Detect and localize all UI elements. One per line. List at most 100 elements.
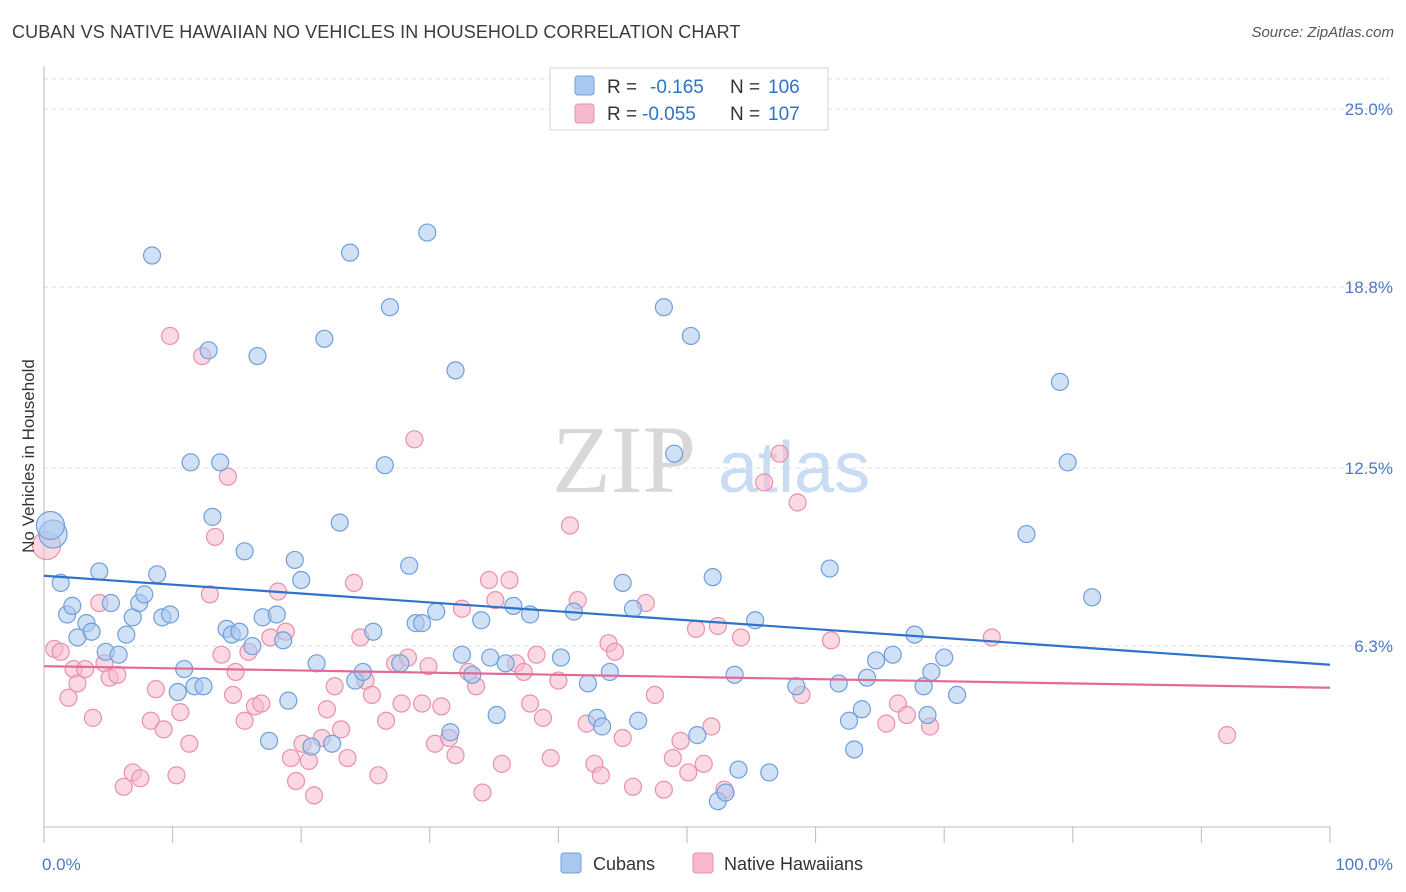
data-point-cuban bbox=[340, 243, 360, 262]
data-point-native-hawaiian bbox=[623, 777, 643, 796]
data-point-cuban bbox=[148, 565, 167, 584]
data-point-native-hawaiian bbox=[369, 766, 388, 785]
data-point-native-hawaiian bbox=[613, 728, 632, 748]
data-point-cuban bbox=[279, 691, 298, 710]
data-point-native-hawaiian bbox=[679, 763, 698, 782]
data-point-cuban bbox=[504, 596, 523, 615]
data-point-cuban bbox=[760, 763, 779, 782]
data-point-cuban bbox=[412, 614, 432, 633]
data-point-native-hawaiian bbox=[770, 444, 789, 463]
data-point-native-hawaiian bbox=[362, 685, 382, 705]
data-point-native-hawaiian bbox=[560, 516, 580, 535]
bottom-legend-swatch-cubans bbox=[560, 852, 582, 874]
data-point-native-hawaiian bbox=[281, 748, 301, 768]
data-point-cuban bbox=[551, 648, 571, 667]
data-point-native-hawaiian bbox=[788, 493, 807, 512]
data-point-native-hawaiian bbox=[392, 694, 411, 713]
data-point-native-hawaiian bbox=[212, 645, 231, 664]
data-point-native-hawaiian bbox=[821, 631, 841, 650]
data-point-native-hawaiian bbox=[154, 720, 173, 739]
data-point-cuban bbox=[199, 341, 218, 360]
gridlines bbox=[44, 78, 1390, 647]
data-point-cuban bbox=[613, 573, 632, 593]
data-point-cuban bbox=[243, 636, 262, 656]
data-point-native-hawaiian bbox=[702, 717, 721, 736]
axes bbox=[43, 66, 1331, 843]
data-point-cuban bbox=[63, 596, 82, 615]
data-point-cuban bbox=[446, 361, 465, 380]
data-point-native-hawaiian bbox=[731, 628, 751, 647]
data-point-cuban bbox=[947, 685, 967, 705]
data-point-native-hawaiian bbox=[286, 771, 306, 791]
data-point-cuban bbox=[427, 602, 446, 621]
data-point-native-hawaiian bbox=[325, 677, 344, 696]
data-point-cuban bbox=[181, 453, 200, 472]
data-point-native-hawaiian bbox=[654, 780, 673, 799]
data-point-cuban bbox=[481, 648, 500, 667]
data-point-native-hawaiian bbox=[146, 680, 165, 699]
bottom-legend-swatch-hawaiians bbox=[692, 852, 714, 874]
data-point-cuban bbox=[578, 674, 598, 693]
data-point-cuban bbox=[109, 645, 128, 664]
data-point-cuban bbox=[203, 507, 222, 526]
data-point-cuban bbox=[1050, 372, 1070, 391]
data-point-cuban bbox=[654, 298, 673, 317]
data-point-cuban bbox=[829, 674, 848, 693]
data-point-native-hawaiian bbox=[338, 748, 357, 768]
legend-r-value-hawaiians: -0.055 bbox=[642, 104, 696, 125]
data-point-native-hawaiian bbox=[452, 599, 472, 618]
data-point-cuban bbox=[857, 668, 877, 687]
data-point-native-hawaiian bbox=[405, 430, 424, 449]
data-point-cuban bbox=[629, 711, 648, 730]
data-point-cuban bbox=[285, 550, 304, 570]
data-point-native-hawaiian bbox=[419, 657, 438, 676]
data-point-cuban bbox=[142, 246, 162, 265]
data-point-cuban bbox=[1082, 588, 1102, 607]
data-point-cuban bbox=[623, 599, 643, 618]
data-point-cuban bbox=[90, 562, 109, 581]
data-point-cuban bbox=[922, 662, 941, 682]
data-point-cuban bbox=[496, 654, 515, 673]
data-point-native-hawaiian bbox=[114, 777, 133, 796]
data-point-cuban bbox=[307, 654, 326, 673]
data-point-cuban bbox=[235, 542, 254, 561]
regression-line-cubans bbox=[43, 574, 1331, 666]
data-point-native-hawaiian bbox=[68, 674, 87, 693]
correlation-legend: R = -0.165 N = 106 R = -0.055 N = 107 bbox=[549, 67, 829, 131]
data-point-native-hawaiian bbox=[473, 783, 492, 802]
data-point-native-hawaiian bbox=[897, 705, 917, 725]
data-point-cuban bbox=[593, 717, 612, 736]
data-point-cuban bbox=[787, 677, 806, 696]
legend-n-value-hawaiians: 107 bbox=[768, 104, 800, 125]
data-point-cuban bbox=[703, 568, 722, 587]
data-point-cuban bbox=[82, 622, 101, 641]
data-point-native-hawaiian bbox=[167, 766, 186, 785]
data-point-cuban bbox=[839, 711, 859, 730]
data-point-native-hawaiian bbox=[317, 700, 337, 719]
data-point-cuban bbox=[866, 651, 886, 670]
data-point-cuban bbox=[51, 573, 70, 593]
data-point-native-hawaiian bbox=[877, 714, 896, 733]
data-point-native-hawaiian bbox=[432, 697, 451, 716]
data-point-native-hawaiian bbox=[1218, 726, 1237, 745]
data-point-cuban bbox=[101, 593, 120, 613]
data-point-cuban bbox=[380, 298, 400, 317]
data-point-cuban bbox=[274, 631, 293, 650]
data-point-native-hawaiian bbox=[446, 746, 465, 765]
legend-r-label-hawaiians: R = bbox=[607, 104, 637, 125]
data-point-native-hawaiian bbox=[235, 711, 254, 730]
data-point-native-hawaiian bbox=[226, 662, 245, 682]
data-point-native-hawaiian bbox=[479, 570, 499, 590]
chart-title: CUBAN VS NATIVE HAWAIIAN NO VEHICLES IN … bbox=[12, 22, 741, 42]
data-point-cuban bbox=[725, 665, 744, 684]
legend-n-label-hawaiians: N = bbox=[730, 104, 760, 125]
data-point-cuban bbox=[820, 559, 839, 578]
watermark: ZIP atlas bbox=[552, 406, 870, 513]
data-point-cuban bbox=[1058, 453, 1077, 472]
data-point-cuban bbox=[883, 645, 902, 664]
data-point-cuban bbox=[267, 605, 286, 624]
data-point-cuban bbox=[135, 585, 154, 604]
data-point-cuban bbox=[35, 510, 66, 541]
data-point-native-hawaiian bbox=[605, 642, 625, 661]
